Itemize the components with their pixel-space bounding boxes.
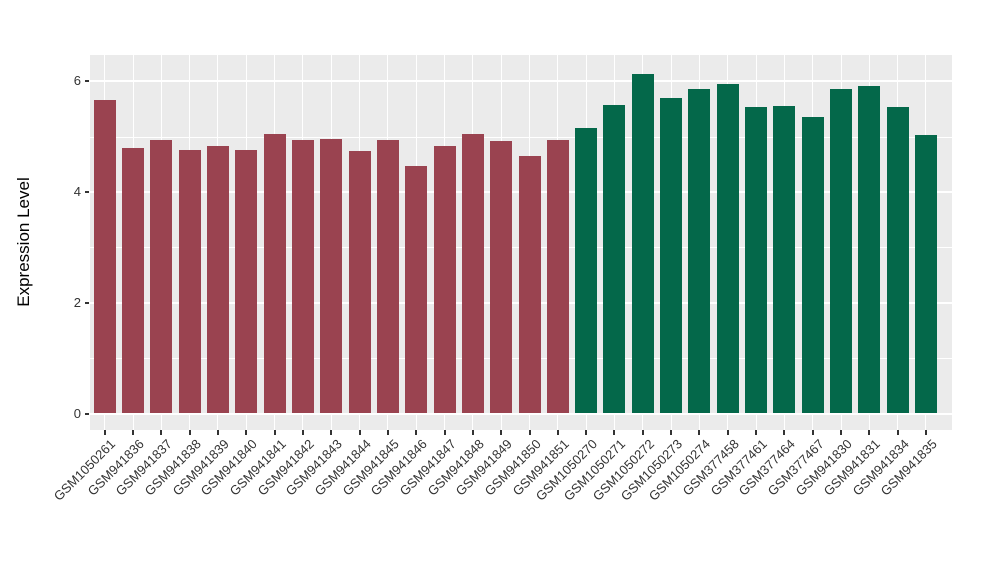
bar: [858, 86, 881, 414]
y-tick-mark: [85, 190, 89, 193]
x-tick-mark: [783, 430, 786, 435]
y-tick-mark: [85, 412, 89, 415]
x-tick-mark: [868, 430, 871, 435]
bar: [405, 165, 428, 414]
x-tick-mark: [613, 430, 616, 435]
x-tick-mark: [103, 430, 106, 435]
x-tick-mark: [641, 430, 644, 435]
bar: [773, 106, 796, 414]
x-tick-mark: [471, 430, 474, 435]
bar: [263, 134, 286, 414]
x-tick-mark: [726, 430, 729, 435]
bar: [433, 146, 456, 414]
bar: [93, 100, 116, 414]
x-tick-mark: [811, 430, 814, 435]
bar: [348, 151, 371, 414]
x-tick-mark: [415, 430, 418, 435]
bar: [688, 89, 711, 414]
x-tick-mark: [670, 430, 673, 435]
bar: [150, 140, 173, 414]
bar: [178, 149, 201, 414]
x-tick-mark: [528, 430, 531, 435]
x-tick-mark: [245, 430, 248, 435]
major-gridline: [90, 80, 952, 83]
bar: [461, 134, 484, 414]
x-tick-mark: [755, 430, 758, 435]
minor-gridline: [90, 136, 952, 138]
x-tick-mark: [443, 430, 446, 435]
bar: [518, 155, 541, 414]
x-tick-mark: [301, 430, 304, 435]
bar: [575, 127, 598, 414]
bar: [546, 139, 569, 414]
bar: [490, 140, 513, 414]
bar: [235, 150, 258, 414]
y-tick-mark: [85, 301, 89, 304]
x-tick-mark: [160, 430, 163, 435]
x-tick-mark: [330, 430, 333, 435]
bar: [886, 107, 909, 414]
major-gridline: [90, 412, 952, 415]
y-tick-mark: [85, 80, 89, 83]
bar: [716, 84, 739, 414]
x-tick-mark: [585, 430, 588, 435]
bar: [801, 116, 824, 414]
y-tick-label: 0: [73, 405, 81, 421]
x-tick-mark: [698, 430, 701, 435]
x-tick-mark: [840, 430, 843, 435]
bar: [122, 147, 145, 414]
bar: [660, 97, 683, 414]
y-tick-label: 6: [73, 73, 81, 89]
x-tick-mark: [216, 430, 219, 435]
x-tick-mark: [132, 430, 135, 435]
y-tick-label: 4: [73, 183, 81, 199]
bar: [603, 104, 626, 414]
bar: [914, 135, 937, 414]
x-tick-mark: [273, 430, 276, 435]
bar: [376, 140, 399, 414]
bar: [745, 107, 768, 414]
x-tick-mark: [500, 430, 503, 435]
bar: [830, 88, 853, 414]
x-tick-mark: [188, 430, 191, 435]
y-tick-label: 2: [73, 294, 81, 310]
x-tick-mark: [896, 430, 899, 435]
x-tick-mark: [358, 430, 361, 435]
bar: [320, 138, 343, 414]
x-tick-mark: [924, 430, 927, 435]
bar: [631, 73, 654, 414]
bar: [291, 139, 314, 414]
x-tick-mark: [386, 430, 389, 435]
bar: [206, 145, 229, 414]
x-tick-mark: [556, 430, 559, 435]
plot-panel: [90, 55, 952, 430]
